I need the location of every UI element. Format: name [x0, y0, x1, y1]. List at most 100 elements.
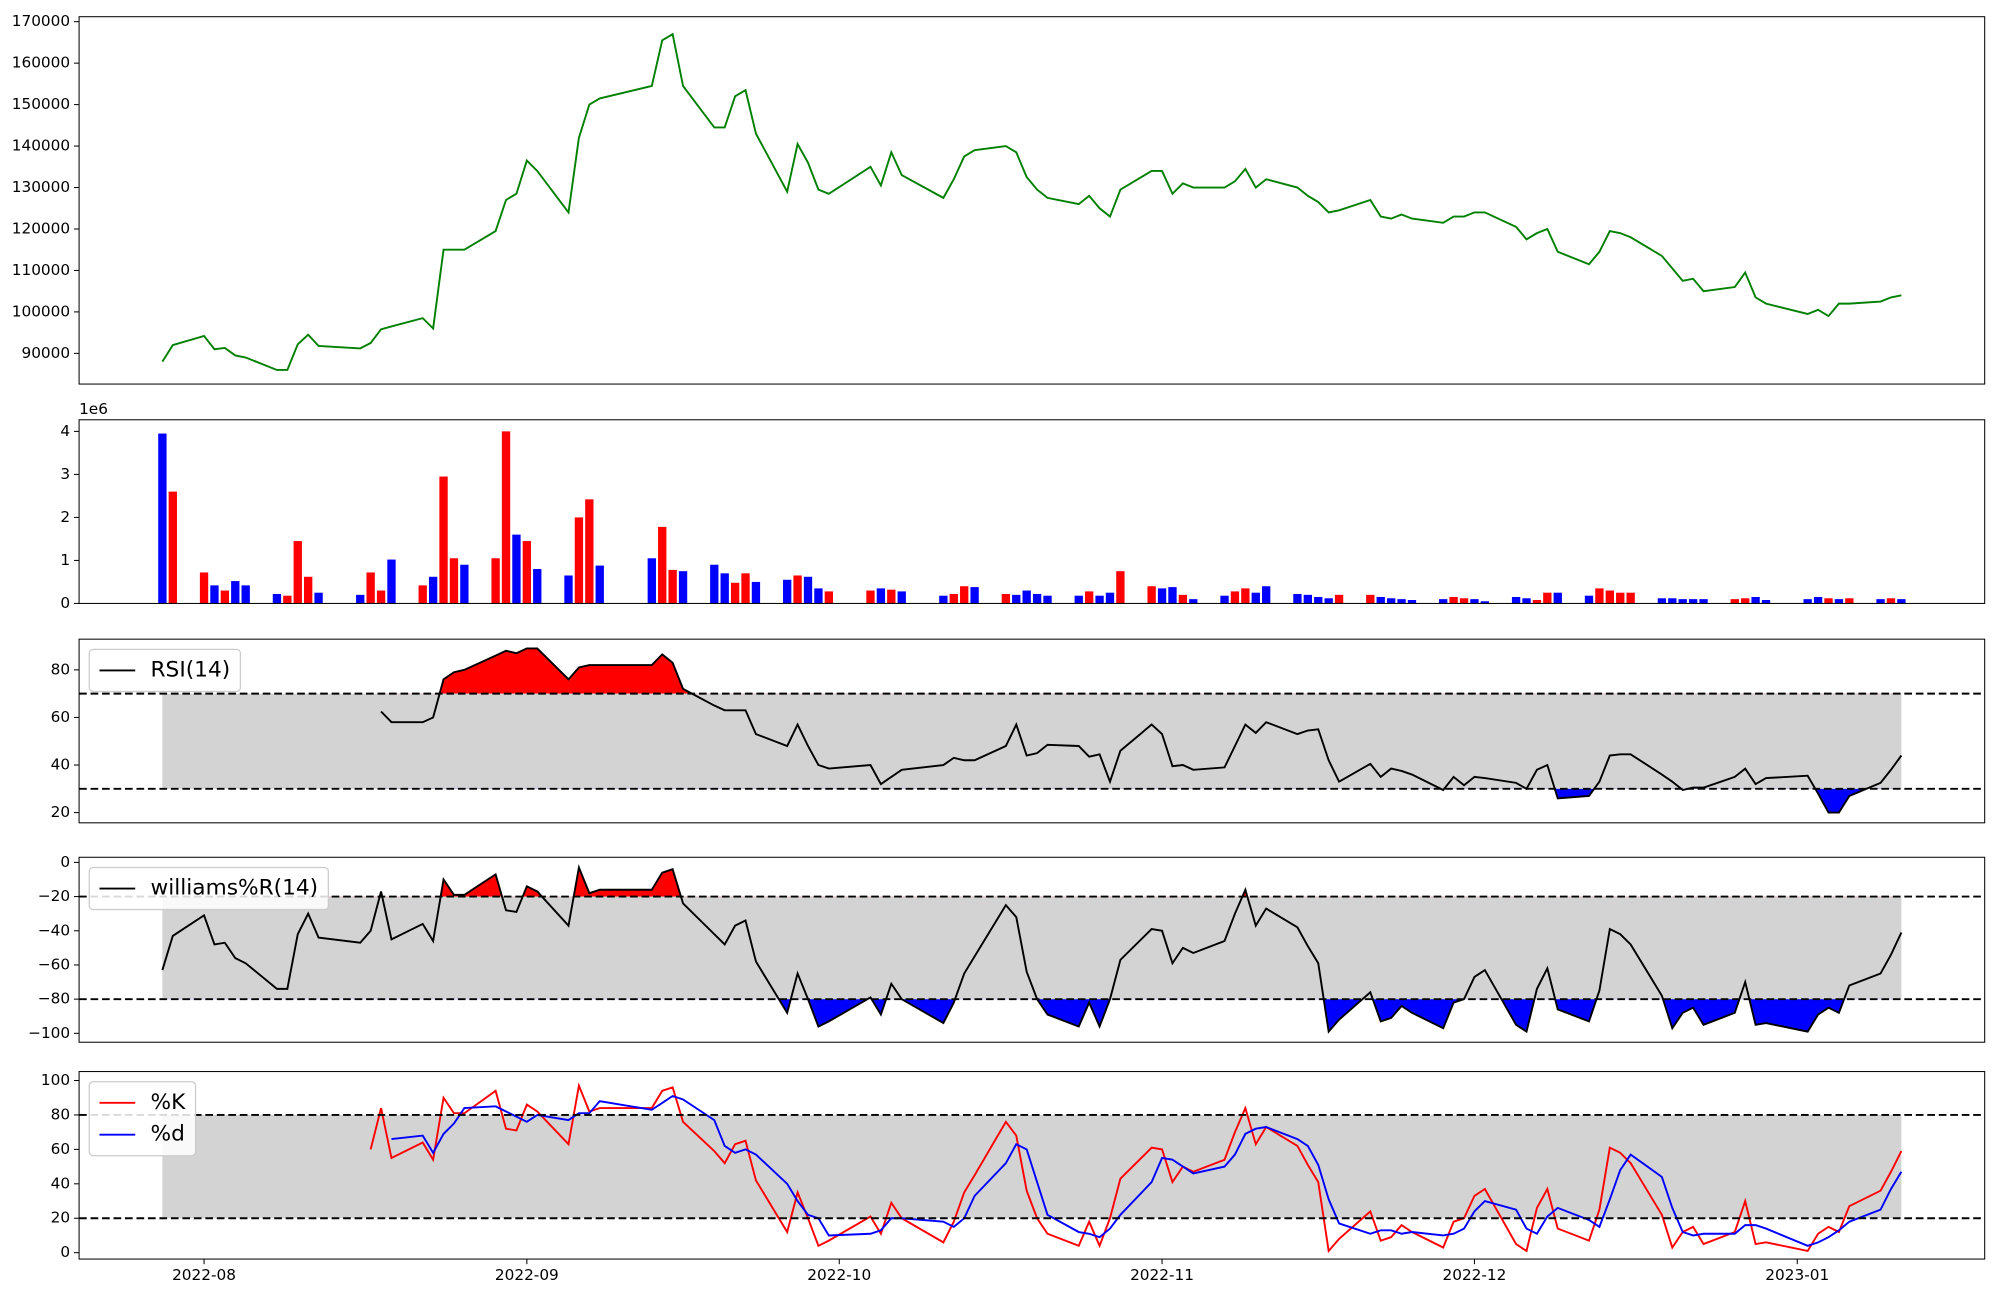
bar [491, 558, 500, 604]
bar [1876, 599, 1885, 604]
y-tick-label: −40 [38, 921, 70, 939]
y-tick-label: 3 [60, 465, 70, 483]
plot-frame [78, 856, 1986, 1043]
x-tick-label: 2022-08 [172, 1266, 236, 1284]
bar [1813, 596, 1823, 604]
y-tick-label: 110000 [12, 261, 70, 279]
bar [678, 571, 688, 604]
bar [356, 594, 365, 604]
legend-label: %d [151, 1122, 185, 1147]
bar [1626, 592, 1635, 604]
bar [1001, 593, 1011, 604]
bar [1022, 590, 1031, 604]
bar [293, 541, 302, 604]
bar [1230, 591, 1240, 604]
y-tick-label: −80 [38, 990, 70, 1008]
y-tick-label: 130000 [12, 178, 70, 196]
bar [158, 433, 167, 604]
bar [387, 559, 396, 604]
y-tick-label: 170000 [12, 12, 70, 30]
y-tick-label: 0 [60, 853, 70, 871]
plot-frame [78, 16, 1986, 385]
bar [1657, 598, 1667, 604]
bar [1084, 591, 1094, 604]
y-tick-label: 140000 [12, 137, 70, 155]
bar [231, 581, 240, 604]
bar [1824, 598, 1833, 604]
bar [512, 534, 521, 604]
bar [1168, 587, 1177, 604]
bar [1032, 593, 1042, 604]
bar [1480, 601, 1490, 604]
bar [793, 575, 802, 604]
y-tick-label: 80 [51, 1105, 70, 1123]
bar [418, 585, 427, 604]
bar [1730, 599, 1739, 604]
line [161, 864, 1903, 1034]
bar [272, 593, 282, 604]
bar [1397, 599, 1406, 604]
plot-area [161, 864, 1903, 1034]
bar [1366, 594, 1375, 604]
bar [1324, 598, 1333, 604]
bar [283, 595, 292, 604]
bar [1522, 598, 1531, 604]
band [162, 896, 1902, 1000]
y-tick-label: 60 [51, 708, 70, 726]
line [161, 32, 1902, 371]
bar [366, 572, 375, 604]
y-tick-label: 1 [60, 551, 70, 569]
y-tick-label: 60 [51, 1140, 70, 1158]
plot-area [158, 431, 1906, 604]
bar [1688, 599, 1698, 604]
bar [1293, 593, 1302, 604]
y-tick-label: 40 [51, 1174, 70, 1192]
bar [1741, 598, 1750, 604]
bar [574, 517, 584, 604]
bar [1449, 596, 1458, 604]
bar [522, 541, 532, 604]
bar [1241, 588, 1250, 604]
plot-area [161, 32, 1902, 371]
bar [1595, 588, 1604, 604]
bar [1105, 592, 1115, 604]
bar [1761, 600, 1771, 604]
bar [314, 592, 323, 604]
bar [1543, 592, 1552, 604]
x-tick-label: 2022-10 [807, 1266, 871, 1284]
y-tick-label: −60 [38, 955, 70, 973]
y-tick-label: 20 [51, 1209, 70, 1227]
bar [199, 572, 209, 604]
bar [1189, 599, 1198, 604]
line [380, 647, 1903, 814]
bar [1845, 598, 1854, 604]
bar [741, 573, 750, 604]
bar [533, 569, 542, 604]
plot-area [162, 647, 1903, 814]
plot-frame [78, 419, 1986, 604]
bar [1334, 594, 1344, 604]
bar [210, 585, 219, 604]
bar [1262, 586, 1271, 604]
band [162, 693, 1902, 789]
bar [1116, 571, 1125, 604]
y-tick-label: 40 [51, 756, 70, 774]
legend-label: williams%R(14) [151, 876, 319, 901]
bar [304, 576, 313, 604]
bar [428, 576, 438, 604]
bar [647, 558, 656, 604]
bar [595, 565, 604, 604]
bar [1386, 598, 1396, 604]
y-tick-label: 4 [60, 422, 70, 440]
y-tick-label: −20 [38, 887, 70, 905]
plot-frame [78, 1071, 1986, 1260]
x-tick-label: 2022-12 [1442, 1266, 1506, 1284]
y-tick-label: 160000 [12, 54, 70, 72]
bar [658, 526, 667, 604]
bar [1251, 592, 1260, 604]
bar [866, 590, 875, 604]
bar [1074, 595, 1083, 604]
axis-offset-label: 1e6 [79, 400, 108, 418]
bar [460, 564, 469, 604]
legend: RSI(14) [88, 648, 242, 693]
